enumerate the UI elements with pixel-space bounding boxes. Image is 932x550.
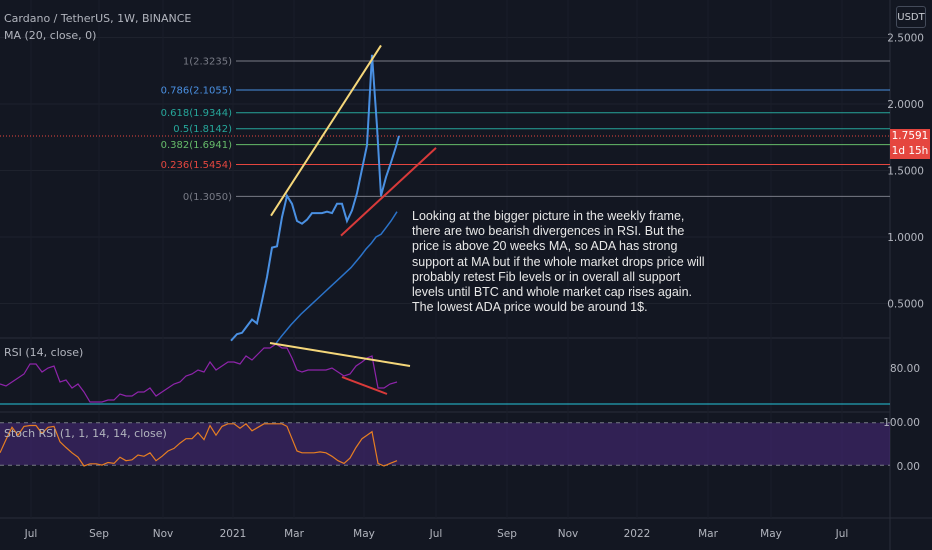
- ma-line: [275, 211, 398, 344]
- fib-level-label: 0.618(1.9344): [161, 108, 233, 119]
- price-tick-label: 2.5000: [887, 33, 924, 45]
- stoch-rsi-indicator-label[interactable]: Stoch RSI (1, 1, 14, 14, close): [4, 427, 167, 440]
- trendline-rsi-divergence-upper: [269, 342, 411, 367]
- rsi-pane: [0, 342, 890, 405]
- fib-level-label: 0.236(1.5454): [161, 160, 233, 171]
- idea-annotation[interactable]: Looking at the bigger picture in the wee…: [412, 209, 705, 315]
- rsi-indicator-label[interactable]: RSI (14, close): [4, 346, 84, 359]
- countdown-tag: 1d 15h: [890, 144, 930, 159]
- currency-badge[interactable]: USDT: [896, 6, 926, 28]
- trendline-rsi-divergence-lower: [341, 376, 388, 395]
- time-tick-label: Sep: [497, 528, 517, 540]
- fib-level-label: 0.382(1.6941): [161, 140, 233, 151]
- fib-retracement: 1(2.3235) 0.786(2.1055) 0.618(1.9344) 0.5(1…: [0, 56, 890, 203]
- trendline-support: [340, 147, 437, 237]
- price-pane: [230, 44, 437, 344]
- price-tick-label: 1.5000: [887, 166, 924, 178]
- time-tick-label: Jul: [429, 528, 443, 540]
- symbol-title[interactable]: Cardano / TetherUS, 1W, BINANCE: [4, 12, 192, 25]
- stoch-rsi-line: [0, 422, 398, 467]
- fib-level-label: 0.786(2.1055): [161, 85, 233, 96]
- price-line: [230, 54, 400, 342]
- fib-level-label: 0(1.3050): [183, 192, 232, 203]
- rsi-line: [0, 343, 398, 403]
- time-tick-label: Jul: [24, 528, 38, 540]
- time-tick-label: Mar: [284, 528, 304, 540]
- time-tick-label: Sep: [89, 528, 109, 540]
- price-axis[interactable]: 2.5000 2.0000 1.5000 1.0000 0.5000 80.00 100.0…: [883, 33, 924, 474]
- stoch-tick-label: 100.00: [883, 417, 920, 429]
- price-tick-label: 1.0000: [887, 232, 924, 244]
- fib-level-label: 1(2.3235): [183, 56, 232, 67]
- stoch-band: [0, 422, 890, 466]
- stoch-rsi-pane: [0, 422, 890, 467]
- time-tick-label: 2022: [624, 528, 651, 540]
- time-tick-label: May: [353, 528, 375, 540]
- price-tick-label: 2.0000: [887, 99, 924, 111]
- time-tick-label: Nov: [558, 528, 579, 540]
- trendline-resistance: [270, 44, 382, 217]
- time-tick-label: May: [760, 528, 782, 540]
- time-tick-label: Nov: [153, 528, 174, 540]
- ma-indicator-label[interactable]: MA (20, close, 0): [4, 29, 97, 42]
- fib-level-label: 0.5(1.8142): [173, 124, 232, 135]
- time-tick-label: Mar: [698, 528, 718, 540]
- time-axis[interactable]: Jul Sep Nov 2021 Mar May Jul Sep Nov 2022 Mar May Ju…: [24, 528, 849, 540]
- stoch-tick-label: 0.00: [897, 461, 920, 473]
- time-tick-label: 2021: [220, 528, 247, 540]
- current-price-tag: 1.7591: [890, 129, 930, 144]
- time-tick-label: Jul: [835, 528, 849, 540]
- rsi-tick-label: 80.00: [890, 363, 920, 375]
- price-tick-label: 0.5000: [887, 299, 924, 311]
